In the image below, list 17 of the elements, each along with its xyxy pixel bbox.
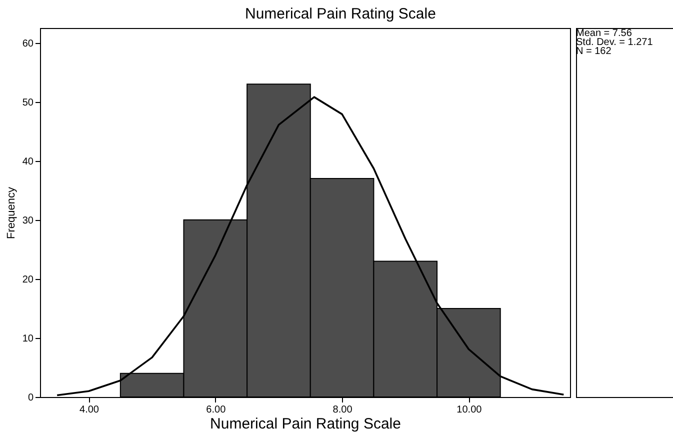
text: N = 162 bbox=[576, 46, 612, 57]
text: Mean = 7.56 bbox=[576, 28, 632, 39]
y-tick-label: 30 bbox=[22, 215, 34, 226]
chart-title: Numerical Pain Rating Scale bbox=[244, 6, 436, 22]
text: Std. Dev. = 1.271 bbox=[576, 37, 654, 48]
x-tick-label: 6.00 bbox=[206, 404, 226, 416]
y-tick-label: 10 bbox=[22, 333, 34, 344]
y-tick-label: 40 bbox=[22, 156, 34, 168]
y-tick-label: 0 bbox=[28, 392, 34, 404]
x-tick-label: 8.00 bbox=[332, 404, 353, 416]
x-tick-label: 4.00 bbox=[80, 404, 100, 416]
y-tick-label: 60 bbox=[22, 38, 34, 50]
y-tick-label: 50 bbox=[22, 97, 34, 108]
x-axis-title: Numerical Pain Rating Scale bbox=[210, 416, 401, 432]
y-axis-title: Frequency bbox=[5, 186, 18, 239]
y-tick-label: 20 bbox=[22, 274, 34, 286]
x-tick-label: 10.00 bbox=[456, 404, 482, 416]
